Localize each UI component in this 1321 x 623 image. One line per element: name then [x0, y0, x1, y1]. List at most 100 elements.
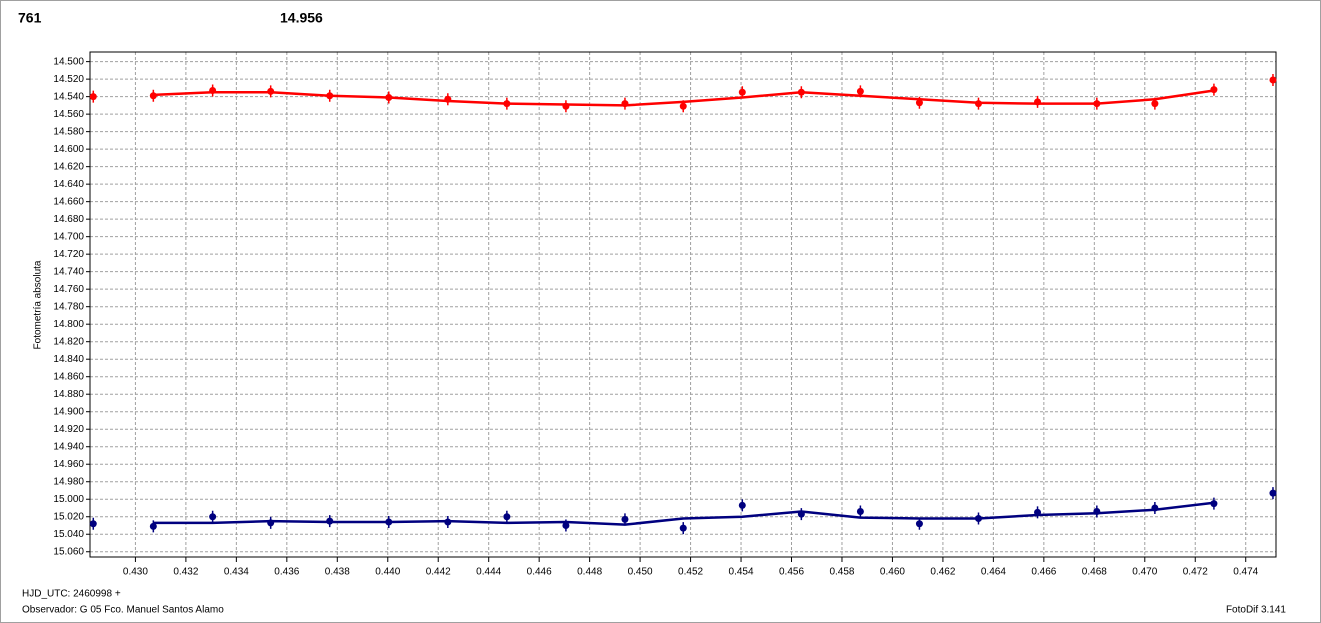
data-point — [797, 86, 805, 99]
data-point — [503, 97, 511, 110]
y-tick-label: 14.840 — [53, 354, 84, 365]
data-point — [149, 520, 157, 533]
x-tick-label: 0.446 — [527, 567, 552, 578]
data-point — [444, 515, 452, 528]
x-tick-label: 0.458 — [829, 567, 854, 578]
data-point — [679, 522, 687, 535]
data-point — [915, 96, 923, 109]
data-point — [1034, 95, 1042, 108]
data-point — [1093, 97, 1101, 110]
data-point — [915, 517, 923, 530]
y-tick-label: 14.940 — [53, 441, 84, 452]
data-point — [326, 89, 334, 102]
y-tick-label: 14.880 — [53, 389, 84, 400]
x-tick-label: 0.450 — [628, 567, 653, 578]
x-tick-label: 0.472 — [1183, 567, 1208, 578]
x-tick-label: 0.452 — [678, 567, 703, 578]
y-axis-label: Fotometría absoluta — [33, 260, 44, 349]
data-point — [562, 519, 570, 532]
y-tick-label: 14.580 — [53, 126, 84, 137]
data-point — [444, 93, 452, 106]
y-tick-label: 14.820 — [53, 336, 84, 347]
y-tick-label: 14.600 — [53, 144, 84, 155]
x-tick-label: 0.444 — [476, 567, 501, 578]
y-tick-label: 14.760 — [53, 284, 84, 295]
x-tick-label: 0.442 — [426, 567, 451, 578]
data-point — [679, 100, 687, 113]
header-right: 14.956 — [280, 10, 323, 26]
x-tick-label: 0.460 — [880, 567, 905, 578]
data-point — [621, 513, 629, 526]
y-tick-label: 14.800 — [53, 319, 84, 330]
x-tick-label: 0.430 — [123, 567, 148, 578]
data-point — [562, 100, 570, 113]
y-tick-label: 15.040 — [53, 529, 84, 540]
data-point — [267, 85, 275, 98]
data-point — [738, 499, 746, 512]
data-point — [974, 512, 982, 525]
data-point — [738, 86, 746, 99]
plot-border — [89, 51, 1277, 558]
y-tick-label: 14.740 — [53, 266, 84, 277]
data-point — [1034, 506, 1042, 519]
y-tick-label: 14.620 — [53, 161, 84, 172]
data-point — [1151, 97, 1159, 110]
y-tick-label: 14.680 — [53, 214, 84, 225]
data-point — [1269, 74, 1277, 87]
data-point — [621, 97, 629, 110]
y-tick-label: 14.780 — [53, 301, 84, 312]
x-tick-label: 0.456 — [779, 567, 804, 578]
y-tick-label: 14.720 — [53, 249, 84, 260]
x-axis-label: HJD_UTC: 2460998 + — [22, 589, 121, 600]
data-point — [1210, 83, 1218, 96]
data-point — [1269, 487, 1277, 500]
software: FotoDif 3.141 — [1226, 605, 1286, 616]
y-tick-label: 14.920 — [53, 424, 84, 435]
x-tick-label: 0.470 — [1132, 567, 1157, 578]
y-tick-label: 14.660 — [53, 196, 84, 207]
y-tick-label: 14.500 — [53, 56, 84, 67]
y-tick-label: 14.900 — [53, 406, 84, 417]
data-point — [209, 510, 217, 523]
plot-area — [90, 52, 1276, 557]
data-point — [1210, 497, 1218, 510]
data-point — [209, 84, 217, 97]
y-tick-label: 14.640 — [53, 179, 84, 190]
data-point — [149, 89, 157, 102]
header-left: 761 — [18, 10, 42, 26]
y-tick-label: 15.060 — [53, 546, 84, 557]
data-point — [267, 516, 275, 529]
data-point — [856, 505, 864, 518]
observer: Observador: G 05 Fco. Manuel Santos Alam… — [22, 605, 224, 616]
data-point — [89, 517, 97, 530]
x-tick-label: 0.436 — [274, 567, 299, 578]
x-tick-label: 0.448 — [577, 567, 602, 578]
y-tick-label: 14.560 — [53, 109, 84, 120]
data-point — [326, 515, 334, 528]
data-point — [1151, 501, 1159, 514]
data-point — [856, 85, 864, 98]
data-point — [385, 91, 393, 104]
y-tick-label: 14.700 — [53, 231, 84, 242]
x-tick-label: 0.466 — [1031, 567, 1056, 578]
data-point — [503, 510, 511, 523]
x-tick-label: 0.454 — [729, 567, 754, 578]
data-point — [385, 515, 393, 528]
x-tick-label: 0.434 — [224, 567, 249, 578]
data-point — [797, 508, 805, 521]
y-tick-label: 14.540 — [53, 91, 84, 102]
data-point — [974, 97, 982, 110]
x-tick-label: 0.474 — [1233, 567, 1258, 578]
y-tick-label: 15.000 — [53, 494, 84, 505]
data-point — [89, 90, 97, 103]
x-tick-label: 0.440 — [375, 567, 400, 578]
y-tick-label: 14.860 — [53, 371, 84, 382]
y-tick-label: 15.020 — [53, 511, 84, 522]
x-tick-label: 0.468 — [1082, 567, 1107, 578]
x-tick-label: 0.432 — [173, 567, 198, 578]
x-tick-label: 0.438 — [325, 567, 350, 578]
x-tick-label: 0.462 — [930, 567, 955, 578]
y-tick-label: 14.520 — [53, 74, 84, 85]
